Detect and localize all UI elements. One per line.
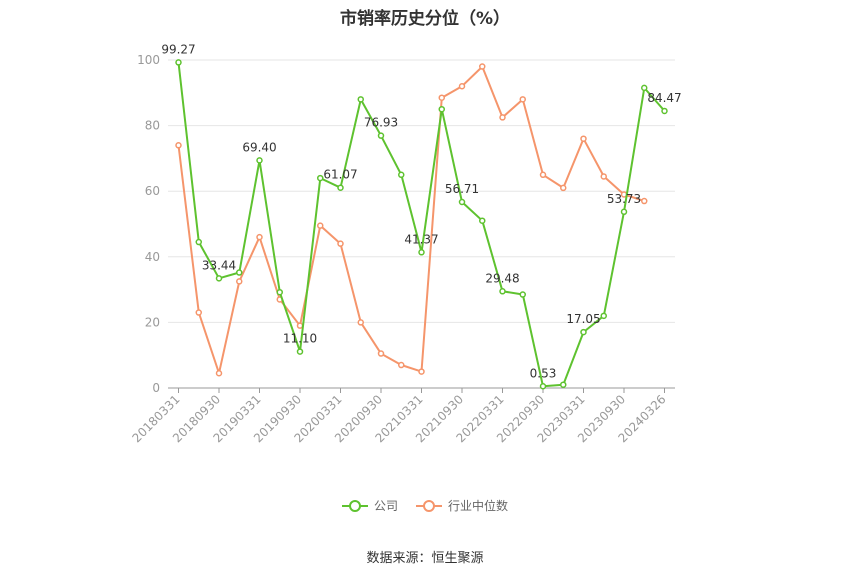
data-point-s0-1[interactable] — [195, 238, 202, 246]
series-line-1 — [177, 65, 645, 375]
legend-label-industry-median: 行业中位数 — [448, 499, 509, 513]
data-point-s1-11[interactable] — [398, 361, 405, 369]
data-label-7: 56.71 — [445, 182, 479, 196]
data-label-11: 53.73 — [607, 192, 641, 206]
data-label-1: 33.44 — [202, 258, 236, 272]
legend-item-company[interactable]: 公司 — [341, 497, 398, 514]
data-point-s1-9[interactable] — [357, 319, 364, 326]
data-point-s0-6[interactable] — [296, 348, 304, 355]
data-point-s1-6[interactable] — [296, 322, 304, 329]
data-point-s1-16[interactable] — [499, 114, 506, 121]
legend-swatch-company — [341, 499, 368, 513]
data-point-s0-0[interactable] — [175, 59, 182, 66]
y-tick-label-3: 60 — [145, 184, 160, 198]
data-point-s1-2[interactable] — [215, 369, 223, 377]
data-label-6: 41.37 — [404, 232, 438, 246]
data-point-s1-10[interactable] — [377, 350, 385, 357]
data-point-s1-13[interactable] — [438, 94, 445, 101]
data-point-s0-13[interactable] — [438, 105, 445, 113]
data-label-4: 61.07 — [323, 168, 357, 182]
chart-title: 市销率历史分位（%） — [339, 9, 511, 29]
data-point-s0-19[interactable] — [560, 381, 567, 388]
data-label-3: 11.10 — [283, 332, 317, 346]
data-label-9: 0.53 — [530, 366, 557, 380]
y-tick-label-4: 80 — [145, 119, 160, 133]
data-point-s0-16[interactable] — [499, 288, 506, 295]
data-point-s0-22[interactable] — [620, 208, 628, 216]
data-label-5: 76.93 — [364, 116, 398, 130]
data-point-s1-12[interactable] — [418, 368, 425, 375]
data-point-s1-7[interactable] — [317, 222, 324, 229]
data-source-note: 数据来源：恒生聚源 — [366, 551, 484, 566]
data-point-s1-3[interactable] — [236, 278, 243, 285]
y-tick-label-1: 20 — [145, 315, 160, 329]
legend-label-company: 公司 — [373, 499, 398, 513]
data-point-s0-20[interactable] — [580, 328, 587, 336]
data-point-s0-18[interactable] — [539, 383, 547, 390]
data-point-s0-15[interactable] — [479, 217, 486, 224]
data-point-s1-17[interactable] — [519, 96, 526, 103]
legend-item-industry-median[interactable]: 行业中位数 — [416, 497, 508, 514]
data-point-s0-8[interactable] — [337, 184, 344, 191]
data-point-s0-3[interactable] — [236, 269, 243, 276]
data-point-s0-24[interactable] — [661, 107, 668, 115]
data-point-s0-9[interactable] — [357, 96, 364, 103]
data-label-12: 84.47 — [647, 91, 681, 105]
data-point-s0-7[interactable] — [317, 174, 324, 182]
data-point-s0-4[interactable] — [256, 157, 263, 164]
y-tick-label-5: 100 — [137, 53, 160, 67]
data-point-s1-18[interactable] — [539, 171, 547, 179]
data-point-s0-11[interactable] — [398, 171, 405, 179]
data-label-2: 69.40 — [242, 140, 276, 154]
data-point-s1-4[interactable] — [256, 233, 263, 241]
data-label-10: 17.05 — [566, 312, 600, 326]
data-label-0: 99.27 — [161, 42, 195, 56]
data-point-s1-8[interactable] — [337, 240, 344, 247]
data-label-8: 29.48 — [485, 271, 519, 285]
y-tick-label-2: 40 — [145, 250, 160, 264]
data-point-s1-15[interactable] — [479, 63, 486, 70]
series-line-0 — [177, 62, 666, 388]
chart-legend: 公司 行业中位数 — [0, 497, 850, 514]
data-point-s1-20[interactable] — [580, 135, 587, 142]
data-point-s0-10[interactable] — [377, 132, 385, 139]
data-point-s0-23[interactable] — [641, 84, 648, 92]
data-point-s0-21[interactable] — [600, 312, 607, 320]
data-point-s1-1[interactable] — [195, 309, 202, 316]
data-point-s1-19[interactable] — [560, 184, 567, 192]
data-point-s1-0[interactable] — [175, 142, 182, 149]
data-point-s0-5[interactable] — [276, 288, 283, 296]
data-point-s0-14[interactable] — [458, 198, 466, 206]
data-point-s1-21[interactable] — [600, 173, 607, 180]
data-point-s1-14[interactable] — [458, 82, 466, 90]
legend-swatch-industry-median — [416, 499, 442, 513]
data-point-s0-2[interactable] — [215, 275, 223, 282]
data-point-s0-17[interactable] — [519, 291, 526, 298]
y-tick-label-0: 0 — [152, 381, 160, 395]
data-point-s0-12[interactable] — [418, 249, 425, 256]
data-point-s1-23[interactable] — [641, 197, 648, 205]
